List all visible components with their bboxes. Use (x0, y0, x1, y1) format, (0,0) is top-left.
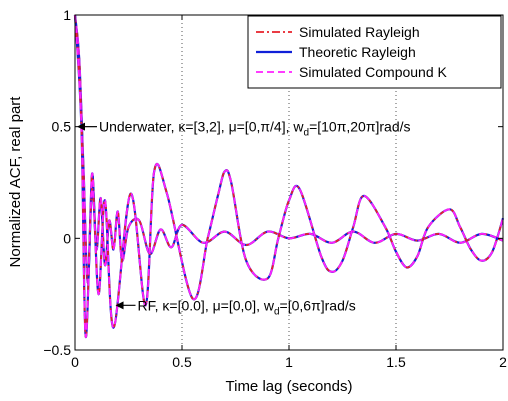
legend-label: Simulated Compound K (299, 64, 448, 80)
y-tick-label: 1 (63, 7, 71, 23)
x-tick-label: 0.5 (172, 354, 192, 370)
annotation-arrowhead (115, 301, 124, 310)
legend: Simulated Rayleigh Theoretic Rayleigh Simu… (247, 15, 502, 89)
series-line-rf-2 (74, 14, 504, 338)
x-axis-label: Time lag (seconds) (226, 378, 353, 395)
x-tick-label: 1 (285, 354, 293, 370)
legend-label: Simulated Rayleigh (299, 24, 420, 40)
y-axis-label: Normalized ACF, real part (7, 96, 24, 268)
x-tick-label: 2 (499, 354, 507, 370)
annotation-rf: RF, κ=[0.0], μ=[0,0], wd=[0,6π]rad/s (138, 297, 356, 317)
y-tick-label: 0.5 (52, 119, 72, 135)
legend-label: Theoretic Rayleigh (299, 44, 416, 60)
annotations: Underwater, κ=[3,2], μ=[0,π/4], wd=[10π,… (77, 119, 411, 317)
x-tick-label: 0 (71, 354, 79, 370)
y-tick-label: −0.5 (43, 342, 71, 358)
x-tick-label: 1.5 (386, 354, 406, 370)
annotation-arrowhead (77, 122, 85, 131)
axis-ticks: 0 0.5 1 1.5 2−0.500.51 (43, 7, 507, 370)
annotation-underwater: Underwater, κ=[3,2], μ=[0,π/4], wd=[10π,… (99, 119, 411, 139)
data-curves (73, 14, 505, 338)
y-tick-label: 0 (63, 230, 71, 246)
